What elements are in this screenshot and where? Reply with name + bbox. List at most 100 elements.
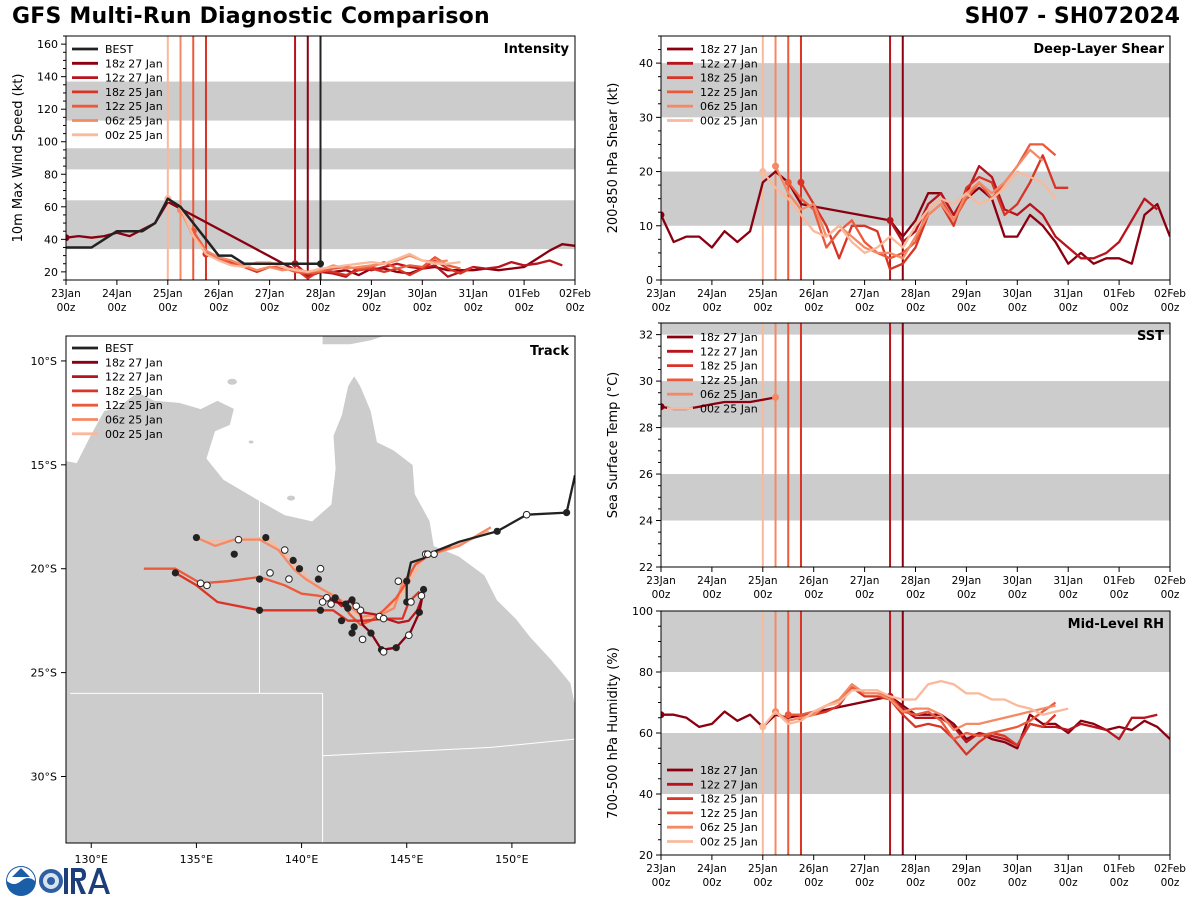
track-ytick-label: 15°S (31, 459, 57, 472)
shear-series-00z-25-jan (761, 170, 1057, 255)
rh-legend-label: 18z 27 Jan (700, 764, 758, 777)
shear-series-12z-27-jan (889, 164, 1159, 260)
track-legend-label: 12z 27 Jan (105, 371, 163, 384)
rh-chart: 20 40 60 80 100 23Jan 00z 24Jan 00z 25Jan 00z 26Jan… (606, 605, 1186, 889)
intensity-ytick-label: 140 (37, 71, 58, 84)
rh-legend-label: 12z 25 Jan (700, 807, 758, 820)
intensity-xtick-label: 26Jan (204, 288, 234, 300)
intensity-series-best (66, 197, 321, 265)
rh-ytick-label: 100 (632, 605, 653, 618)
rh-xtick-label: 00z (906, 877, 925, 889)
intensity-xtick-label: 00z (158, 302, 177, 314)
rh-xtick-label: 00z (1059, 877, 1078, 889)
sst-xtick-label: 00z (1008, 589, 1027, 601)
shear-xtick-label: 00z (753, 302, 772, 314)
intensity-xtick-label: 00z (413, 302, 432, 314)
sst-xtick-label: 25Jan (748, 575, 778, 587)
sst-legend-label: 12z 25 Jan (700, 374, 758, 387)
track-position-marker (415, 608, 423, 616)
track-forecast-marker (234, 535, 243, 544)
track-forecast-marker (327, 600, 335, 608)
track-legend-label: 18z 27 Jan (105, 356, 163, 369)
rh-xtick-label: 00z (855, 877, 874, 889)
intensity-xtick-label: 25Jan (153, 288, 183, 300)
noaa-logo-icon (6, 866, 36, 896)
intensity-xtick-label: 00z (209, 302, 228, 314)
state-border (322, 738, 575, 757)
sst-legend-label: 00z 25 Jan (700, 403, 758, 416)
sst-xtick-label: 00z (1059, 589, 1078, 601)
track-position-marker (316, 606, 325, 614)
shear-band (661, 63, 1170, 118)
cira-logo-icon (39, 868, 110, 894)
track-position-marker (350, 623, 358, 631)
rh-legend-label: 12z 27 Jan (700, 778, 758, 791)
sst-ylabel: Sea Surface Temp (°C) (606, 372, 621, 519)
sst-series-end-marker (772, 393, 780, 401)
shear-xtick-label: 02Feb (1154, 288, 1186, 300)
rh-xtick-label: 00z (957, 877, 976, 889)
track-position-marker (562, 509, 571, 517)
intensity-xtick-label: 24Jan (102, 288, 132, 300)
track-forecast-marker (379, 614, 388, 623)
rh-plot-area (661, 611, 1170, 855)
shear-ytick-label: 10 (639, 220, 653, 233)
track-legend-label: 00z 25 Jan (105, 428, 163, 441)
track-ytick-label: 20°S (31, 563, 57, 576)
intensity-xtick-label: 23Jan (51, 288, 81, 300)
rh-xtick-label: 00z (1161, 877, 1180, 889)
shear-series-start-marker (661, 211, 665, 219)
intensity-legend-label: 12z 25 Jan (105, 100, 163, 113)
track-position-marker (255, 575, 264, 583)
track-forecast-marker (358, 635, 367, 644)
rh-xtick-label: 31Jan (1053, 863, 1083, 875)
track-position-marker (403, 577, 411, 585)
shear-series-start-marker (759, 168, 767, 176)
intensity-chart: 20 40 60 80 100 120 140 160 23Jan 00z 24Jan 00z 25Ja… (11, 35, 591, 314)
shear-xtick-label: 25Jan (748, 288, 778, 300)
shear-chart: 0 10 20 30 40 23Jan 00z 24Jan 00z 25Jan 00z 26Jan 00… (606, 35, 1186, 314)
shear-series-start-marker (784, 178, 792, 186)
track-forecast-marker (316, 564, 325, 573)
sst-xtick-label: 29Jan (952, 575, 982, 587)
sst-legend-label: 06z 25 Jan (700, 388, 758, 401)
track-position-marker (295, 565, 304, 573)
shear-legend-label: 18z 27 Jan (700, 43, 758, 56)
track-position-marker (367, 629, 375, 637)
sst-ytick-label: 32 (639, 329, 653, 342)
intensity-xtick-label: 30Jan (408, 288, 438, 300)
track-position-marker (337, 617, 346, 625)
shear-ytick-label: 30 (639, 111, 653, 124)
rh-xtick-label: 29Jan (952, 863, 982, 875)
rh-xtick-label: 01Feb (1103, 863, 1135, 875)
shear-xtick-label: 31Jan (1053, 288, 1083, 300)
rh-xtick-label: 27Jan (850, 863, 880, 875)
sst-xtick-label: 00z (1161, 589, 1180, 601)
track-xtick-label: 150°E (495, 853, 528, 866)
sst-ytick-label: 26 (639, 468, 653, 481)
rh-xtick-label: 02Feb (1154, 863, 1186, 875)
sst-ytick-label: 24 (639, 515, 653, 528)
intensity-xtick-label: 27Jan (255, 288, 285, 300)
sst-xtick-label: 28Jan (901, 575, 931, 587)
shear-series-start-marker (772, 162, 780, 170)
track-forecast-marker (318, 598, 327, 606)
track-forecast-marker (203, 581, 211, 590)
sst-legend-label: 12z 27 Jan (700, 345, 758, 358)
track-position-marker (314, 575, 322, 583)
sst-xtick-label: 00z (702, 589, 721, 601)
figure-title: GFS Multi-Run Diagnostic Comparison (12, 4, 490, 29)
sst-ytick-label: 22 (639, 561, 653, 574)
intensity-xtick-label: 31Jan (458, 288, 488, 300)
shear-xtick-label: 27Jan (850, 288, 880, 300)
intensity-xtick-label: 29Jan (357, 288, 387, 300)
intensity-xtick-label: 00z (464, 302, 483, 314)
track-forecast-marker (405, 631, 413, 640)
intensity-ytick-label: 160 (37, 38, 58, 51)
shear-ytick-label: 0 (646, 274, 653, 287)
track-forecast-marker (379, 648, 388, 656)
track-position-marker (171, 569, 179, 577)
intensity-xtick-label: 02Feb (559, 288, 591, 300)
sst-xtick-label: 27Jan (850, 575, 880, 587)
track-panel-title: Track (530, 344, 569, 359)
